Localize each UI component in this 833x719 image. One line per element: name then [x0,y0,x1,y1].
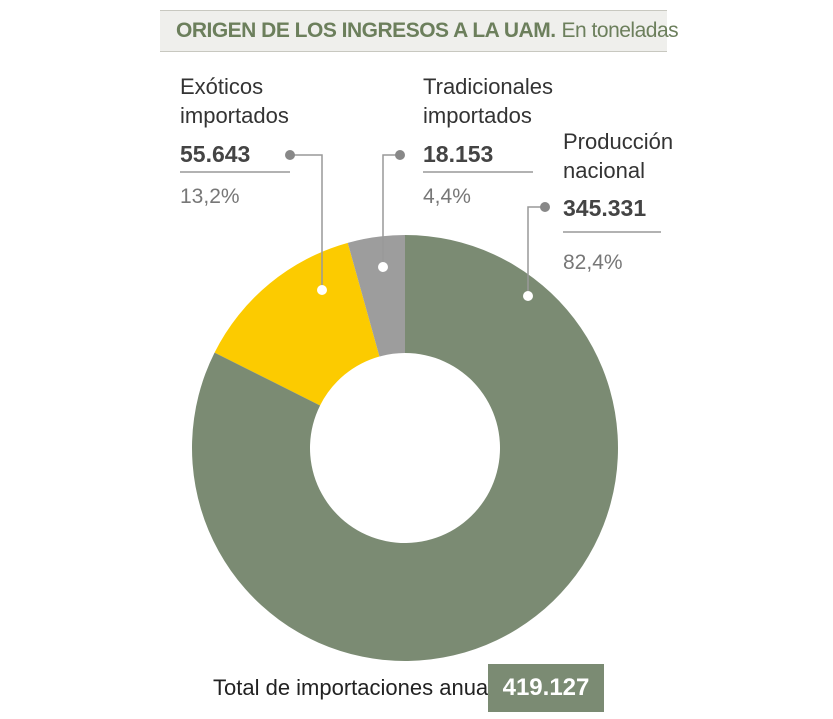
separators [180,171,661,233]
slice [191,235,618,661]
leader-dot [540,202,550,212]
category-label: Tradicionales importados [423,74,554,128]
title-box: ORIGEN DE LOS INGRESOS A LA UAM. En tone… [160,10,679,52]
subtitle: En toneladas [561,19,679,42]
leader-line [527,206,545,296]
title: ORIGEN DE LOS INGRESOS A LA UAM. [176,19,556,42]
slice [347,235,405,357]
leader-dots [285,150,550,212]
total-box: 419.127 [488,664,604,712]
percentage-label: 13,2% [180,185,240,208]
percentage-label: 82,4% [563,251,623,274]
category-label: Exóticos importados [180,74,289,128]
leader-dot [285,150,295,160]
value-label: 345.331 [563,195,647,221]
value-label: 55.643 [180,141,251,167]
slice [214,242,380,406]
leader-end [317,285,327,295]
leader-line [382,154,400,267]
leader-dot [395,150,405,160]
leader-line [290,154,323,290]
total-text: Total de importaciones anual: [213,675,500,700]
value-label: 18.153 [423,141,494,167]
percentage-label: 4,4% [423,185,471,208]
leader-lines [290,154,545,296]
leader-ends [317,262,533,301]
leader-end [523,291,533,301]
leader-end [378,262,388,272]
category-label: Producción nacional [563,129,674,183]
